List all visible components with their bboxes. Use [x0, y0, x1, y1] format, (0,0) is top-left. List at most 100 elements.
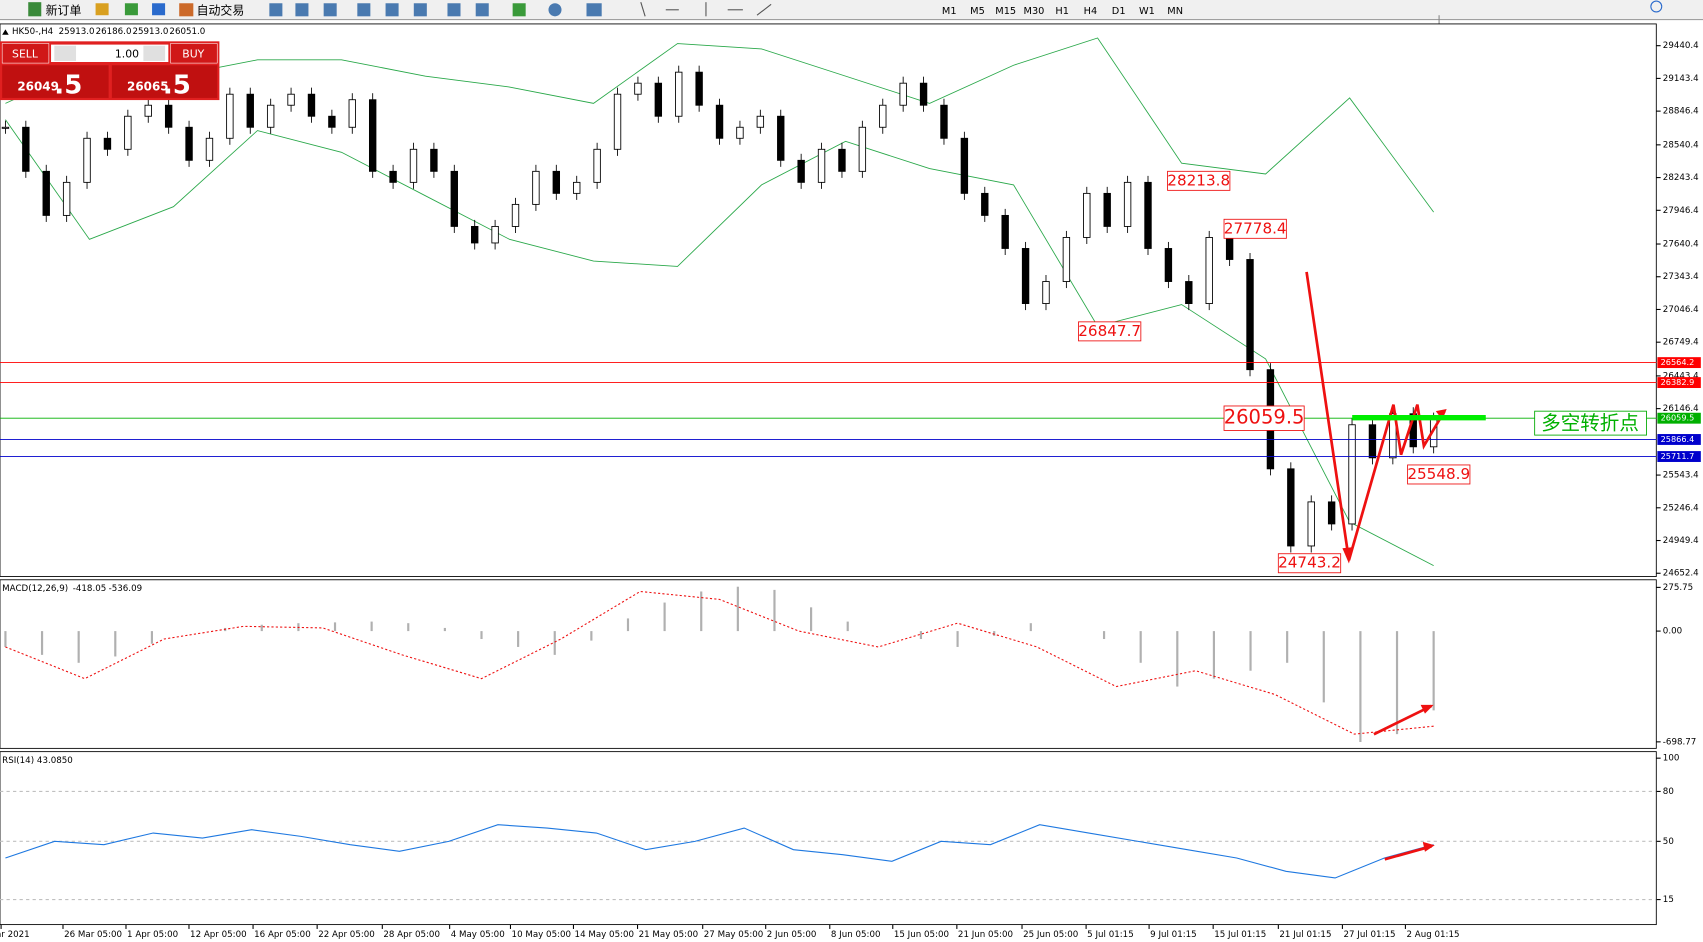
y-tick-label: 26749.4	[1663, 338, 1699, 348]
toolbar-icon[interactable]	[475, 3, 489, 17]
toolbar-icon[interactable]	[512, 3, 526, 17]
auto-trading-icon[interactable]	[179, 3, 194, 17]
candle	[1246, 259, 1254, 371]
toolbar-icon[interactable]	[385, 3, 399, 17]
y-tick-label: 275.75	[1663, 583, 1693, 593]
candle	[593, 148, 601, 183]
y-tick-label: 24949.4	[1663, 536, 1699, 546]
lot-up[interactable]	[143, 45, 166, 61]
candle	[552, 170, 561, 194]
timeframe-button[interactable]: M15	[995, 6, 1016, 17]
x-tick-label: 1 Apr 05:00	[127, 930, 178, 940]
candle	[348, 99, 356, 128]
x-tick-label: 25 Jun 05:00	[1023, 930, 1078, 940]
candle	[103, 137, 112, 150]
candle	[124, 115, 132, 150]
timeframe-button[interactable]: MN	[1167, 6, 1183, 17]
y-tick-label: 26443.4	[1663, 371, 1699, 381]
candle	[450, 170, 458, 227]
price-annotation-box	[1277, 553, 1342, 574]
x-tick-label: 21 May 05:00	[639, 930, 699, 940]
new-order-icon[interactable]	[28, 2, 42, 17]
one-click-trading: SELL 1.00 BUY 26049 .5 26065 .5	[0, 41, 220, 101]
y-tick-label: 25543.4	[1663, 471, 1699, 481]
toolbar-icon[interactable]	[586, 3, 602, 17]
arrow-heads	[1342, 408, 1447, 852]
price-annotation-box	[1223, 218, 1287, 239]
x-tick-label: 21 Jul 01:15	[1279, 930, 1331, 940]
timeframe-button[interactable]: M5	[970, 6, 985, 17]
y-tick-label: 25246.4	[1663, 503, 1699, 513]
toolbar-icon[interactable]	[357, 3, 371, 17]
candle	[389, 170, 397, 183]
close-price: 26051.0	[169, 27, 205, 37]
sell-button[interactable]	[1, 43, 50, 64]
new-order-button[interactable]: 新订单	[46, 2, 82, 17]
candle	[797, 159, 805, 183]
trendline-tool[interactable]	[756, 3, 772, 16]
x-tick-label: 2 Jun 05:00	[767, 930, 817, 940]
bid-price: 26049	[17, 79, 58, 93]
candle	[675, 71, 683, 117]
y-tick-label: 50	[1663, 837, 1674, 847]
x-tick-label: 27 Jul 01:15	[1344, 930, 1396, 940]
macd-panel	[0, 579, 1657, 749]
candle	[1225, 237, 1234, 260]
candle	[368, 99, 377, 172]
toolbar-icon[interactable]	[269, 3, 283, 17]
candle	[246, 93, 254, 128]
y-tick-label: 27046.4	[1663, 305, 1699, 315]
candle	[756, 115, 765, 128]
timeframe-button[interactable]: W1	[1139, 6, 1155, 17]
arrow-head	[1422, 841, 1435, 852]
y-tick-label: 26146.4	[1663, 404, 1699, 414]
price-annotation: 26847.7	[1078, 322, 1141, 340]
x-tick-label: 16 Apr 05:00	[254, 930, 311, 940]
y-tick-label: 29440.4	[1663, 41, 1699, 51]
bid-box[interactable]	[2, 65, 109, 98]
timeframe-button[interactable]: D1	[1112, 6, 1126, 17]
timeframe-button[interactable]: H1	[1055, 6, 1069, 17]
candle	[266, 104, 275, 128]
y-tick-label: 27343.4	[1663, 272, 1699, 282]
candle	[1327, 501, 1336, 525]
candle	[22, 126, 30, 172]
candle	[613, 93, 622, 150]
lot-field[interactable]	[51, 44, 169, 63]
y-tick-label: 100	[1663, 754, 1680, 764]
symbol-label: HK50-,H4	[12, 27, 54, 37]
toolbar-icon[interactable]	[295, 3, 309, 17]
candle	[164, 104, 173, 128]
macd-signal-line	[5, 590, 1434, 735]
cursor-tool[interactable]	[640, 2, 646, 17]
candle	[185, 126, 193, 161]
candle	[981, 192, 989, 216]
timeframe-button[interactable]: M1	[942, 6, 957, 17]
toolbar-icon[interactable]	[548, 3, 562, 17]
sell-label: SELL	[12, 47, 38, 60]
auto-trading-button[interactable]: 自动交易	[197, 2, 245, 17]
arrow-head	[1420, 704, 1434, 714]
ask-box[interactable]	[111, 65, 218, 98]
toolbar-icon[interactable]	[95, 3, 109, 16]
search-icon[interactable]	[1650, 0, 1663, 13]
toolbar-icon[interactable]	[124, 3, 138, 16]
toolbar-icon[interactable]	[413, 3, 427, 17]
lot-down[interactable]	[54, 45, 77, 61]
y-tick-label: 0.00	[1663, 627, 1682, 637]
toolbar-icon[interactable]	[323, 3, 337, 17]
macd-title: MACD(12,26,9)	[2, 584, 68, 594]
timeframe-button[interactable]: H4	[1084, 6, 1098, 17]
toolbar-icon[interactable]	[152, 3, 166, 16]
toolbar-icon[interactable]	[447, 3, 461, 17]
candle	[879, 104, 887, 128]
candle	[1368, 424, 1377, 459]
price-level-tag	[1657, 451, 1701, 462]
candle	[83, 137, 91, 183]
candle	[287, 93, 295, 106]
price-annotation-box	[1407, 464, 1471, 485]
buy-button[interactable]	[170, 43, 218, 64]
price-level-tag	[1657, 377, 1701, 389]
timeframe-button[interactable]: M30	[1024, 6, 1045, 17]
